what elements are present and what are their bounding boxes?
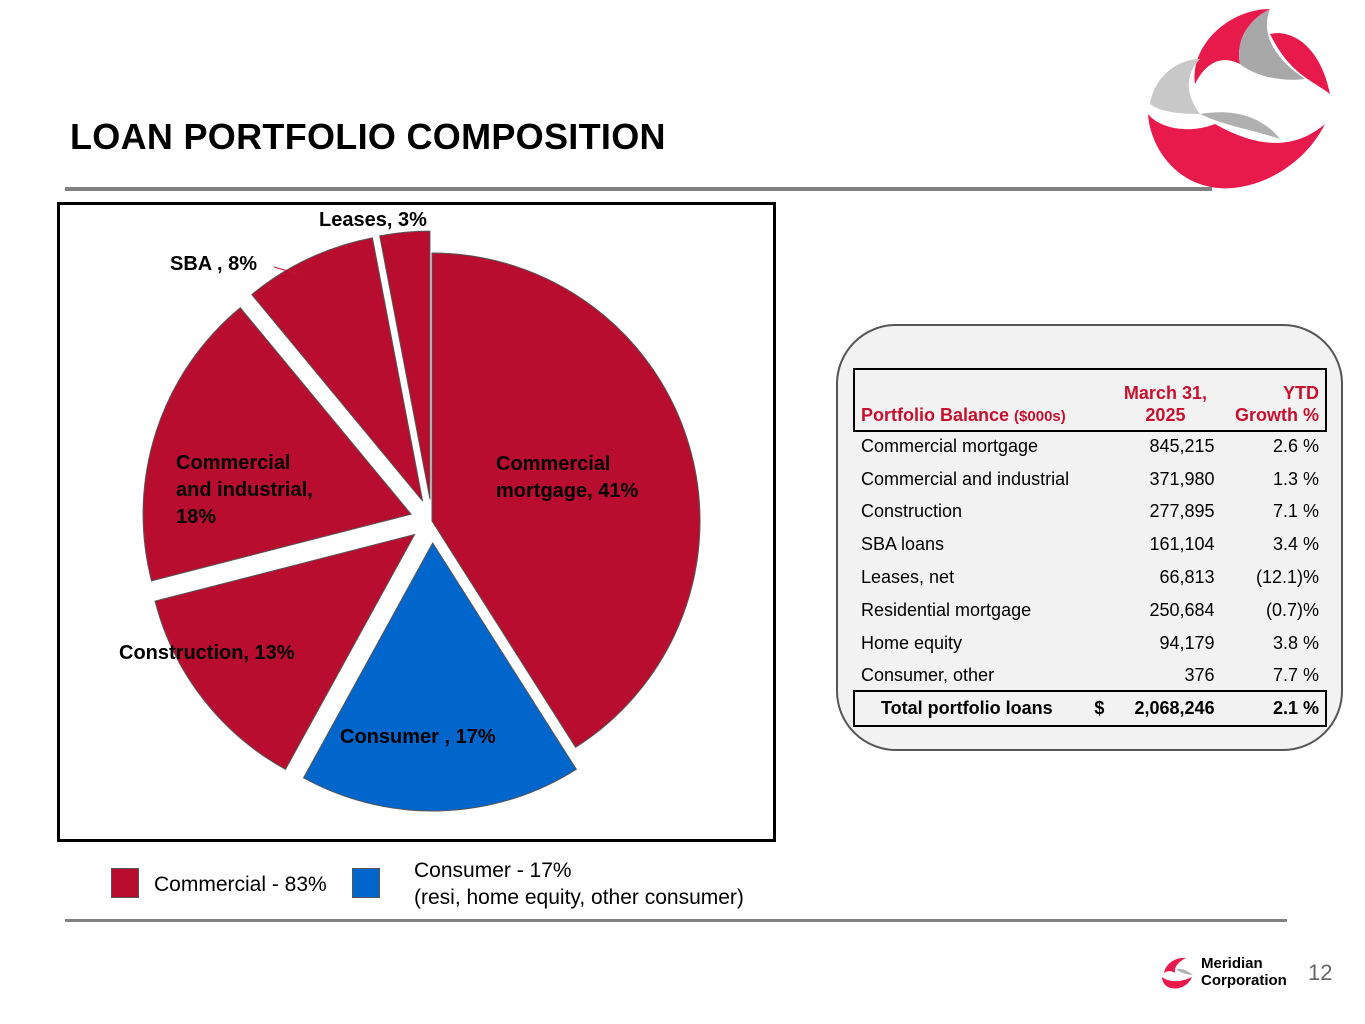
- company-name-line1: Meridian: [1201, 955, 1263, 972]
- row-growth: 7.1 %: [1272, 501, 1319, 522]
- pie-chart: [142, 230, 701, 812]
- header-ytd-growth: YTD Growth %: [1235, 383, 1319, 425]
- row-growth: 2.6 %: [1272, 435, 1319, 456]
- row-name: Construction: [861, 501, 963, 522]
- legend-label-consumer: Consumer - 17% (resi, home equity, other…: [414, 859, 744, 909]
- row-growth: (0.7)%: [1265, 599, 1319, 620]
- row-name: SBA loans: [861, 534, 945, 555]
- leader-line-sba: [273, 266, 299, 275]
- table-header-row: Portfolio Balance ($000s) March 31, 2025…: [853, 368, 1327, 432]
- pie-slice-commercial-mortgage: [431, 252, 701, 748]
- table-row: Commercial mortgage 845,215 2.6 %: [855, 430, 1325, 463]
- header-portfolio-balance: Portfolio Balance ($000s): [855, 370, 1110, 430]
- row-name: Residential mortgage: [861, 599, 1032, 620]
- meridian-logo-icon: [1162, 957, 1193, 989]
- row-balance: 250,684: [1149, 599, 1215, 620]
- label-leases: Leases, 3%: [319, 209, 427, 231]
- total-label: Total portfolio loans $: [855, 692, 1110, 725]
- row-growth: 3.8 %: [1272, 632, 1319, 653]
- company-name-line2: Corporation: [1201, 972, 1287, 989]
- chart-legend: Commercial - 83% Consumer - 17% (resi, h…: [0, 859, 800, 910]
- row-balance: 161,104: [1149, 534, 1215, 555]
- row-balance: 371,980: [1149, 468, 1215, 489]
- pie-chart-frame: Commercial mortgage, 41% Consumer , 17% …: [57, 202, 776, 842]
- pie-slice-leases: [379, 230, 431, 500]
- page-title: LOAN PORTFOLIO COMPOSITION: [70, 116, 666, 157]
- header-name-text: Portfolio Balance: [861, 405, 1010, 425]
- legend-label-commercial: Commercial - 83%: [154, 873, 327, 896]
- total-currency: $: [1094, 698, 1105, 719]
- row-name: Commercial and industrial: [861, 468, 1070, 489]
- company-name: Meridian Corporation: [1201, 955, 1287, 989]
- row-balance: 277,895: [1149, 501, 1215, 522]
- table-row: SBA loans 161,104 3.4 %: [855, 528, 1325, 561]
- row-balance: 66,813: [1159, 567, 1215, 588]
- label-sba: SBA , 8%: [170, 253, 258, 275]
- table-row: Consumer, other 376 7.7 %: [855, 660, 1325, 693]
- table-row: Commercial and industrial 371,980 1.3 %: [855, 463, 1325, 496]
- table-row: Construction 277,895 7.1 %: [855, 496, 1325, 529]
- table-row: Leases, net 66,813 (12.1)%: [855, 561, 1325, 594]
- row-growth: 3.4 %: [1272, 534, 1319, 555]
- page-number: 12: [1308, 960, 1333, 985]
- total-balance: 2,068,246: [1134, 698, 1215, 719]
- table-row: Home equity 94,179 3.8 %: [855, 627, 1325, 660]
- pie-slice-commercial-and-industrial: [142, 306, 412, 582]
- header-march-31-2025: March 31, 2025: [1123, 383, 1207, 425]
- header-unit-text: ($000s): [1014, 408, 1066, 425]
- legend-swatch-commercial: [111, 868, 139, 898]
- row-balance: 94,179: [1159, 632, 1215, 653]
- row-name: Leases, net: [861, 567, 955, 588]
- total-name-text: Total portfolio loans: [881, 698, 1053, 719]
- table-row: Residential mortgage 250,684 (0.7)%: [855, 594, 1325, 627]
- row-name: Home equity: [861, 632, 963, 653]
- pie-slice-construction: [154, 533, 416, 771]
- title-divider: [65, 187, 1212, 191]
- row-name: Commercial mortgage: [861, 435, 1039, 456]
- total-growth: 2.1 %: [1272, 698, 1319, 719]
- portfolio-balance-table: Portfolio Balance ($000s) March 31, 2025…: [853, 368, 1327, 728]
- row-balance: 845,215: [1149, 435, 1215, 456]
- label-commercial-and-industrial: Commercial and industrial, 18%: [176, 452, 313, 528]
- pie-slice-sba: [251, 237, 424, 502]
- row-growth: 1.3 %: [1272, 468, 1319, 489]
- meridian-logo-swirl: [1148, 9, 1330, 189]
- row-growth: (12.1)%: [1255, 567, 1319, 588]
- label-consumer: Consumer , 17%: [340, 726, 496, 748]
- label-construction: Construction, 13%: [119, 642, 295, 664]
- leader-line-leases: [381, 235, 389, 246]
- pie-slice-consumer: [302, 542, 577, 812]
- portfolio-balance-panel: [836, 324, 1343, 751]
- row-growth: 7.7 %: [1272, 665, 1319, 686]
- legend-swatch-consumer: [352, 868, 380, 898]
- row-name: Consumer, other: [861, 665, 995, 686]
- row-balance: 376: [1184, 665, 1215, 686]
- label-commercial-mortgage: Commercial mortgage, 41%: [496, 453, 639, 502]
- table-total-row: Total portfolio loans $ 2,068,246 2.1 %: [853, 690, 1327, 728]
- footer-divider: [65, 919, 1287, 922]
